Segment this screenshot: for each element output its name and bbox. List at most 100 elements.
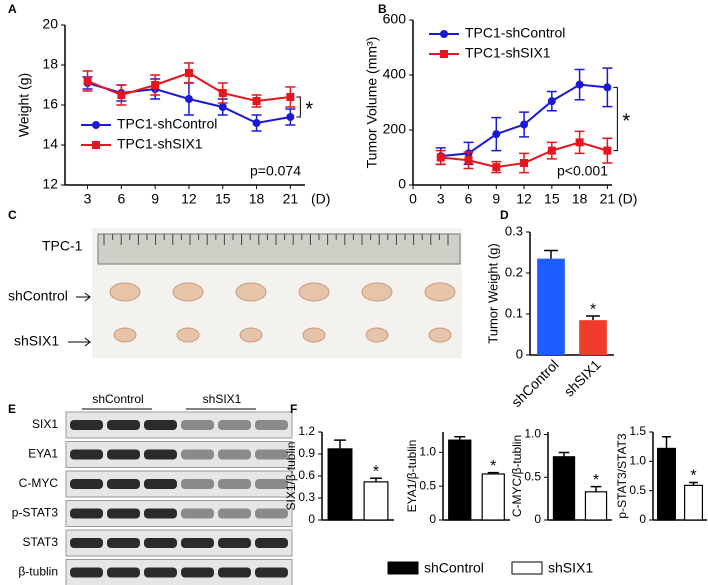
legend-marker xyxy=(92,121,100,129)
panel-label: D xyxy=(500,208,509,222)
error-bar xyxy=(662,435,671,449)
y-axis-title: EYA1/β-tublin xyxy=(405,440,419,513)
tumor xyxy=(298,282,330,302)
band xyxy=(70,449,103,460)
panel-label: A xyxy=(8,2,17,16)
y-tick-label: 0.3 xyxy=(505,223,523,238)
tumor xyxy=(302,327,326,343)
group-label: shSIX1 xyxy=(203,392,242,406)
significance: * xyxy=(590,301,596,318)
significance: * xyxy=(622,110,630,132)
band xyxy=(181,538,214,548)
ruler xyxy=(97,233,461,265)
band xyxy=(255,420,288,430)
band xyxy=(70,479,103,489)
band xyxy=(144,449,177,460)
y-tick-label: 1.0 xyxy=(419,444,436,458)
error-bar xyxy=(558,451,570,457)
band xyxy=(218,508,251,519)
y-tick-label: 0 xyxy=(639,512,646,526)
y-tick-label: 18 xyxy=(42,56,58,72)
row-label: shControl xyxy=(8,288,68,304)
photo: TPC-1 shControl shSIX1 C xyxy=(8,208,462,358)
data-point xyxy=(184,69,193,77)
tumor xyxy=(172,282,204,302)
tumor xyxy=(424,282,456,302)
y-tick-label: 20 xyxy=(42,16,58,32)
blot-strip xyxy=(65,559,293,585)
band xyxy=(107,538,140,548)
panel-label: C xyxy=(8,208,17,222)
tumor xyxy=(361,282,393,302)
data-point xyxy=(520,120,529,129)
data-point xyxy=(520,159,529,167)
error-bar xyxy=(590,485,602,492)
x-tick-label: 9 xyxy=(492,191,500,207)
data-point xyxy=(184,95,193,103)
legend-marker xyxy=(92,141,100,149)
x-tick-label: 12 xyxy=(181,191,197,207)
y-tick-label: 1.5 xyxy=(629,424,646,438)
band xyxy=(70,420,103,430)
bar xyxy=(481,473,505,521)
x-axis-title: (D) xyxy=(311,191,330,207)
band xyxy=(218,449,251,460)
bar xyxy=(579,320,607,355)
panel-label: E xyxy=(8,402,16,416)
data-point xyxy=(436,153,445,162)
x-tick-label: 15 xyxy=(215,191,231,207)
row-label: STAT3 xyxy=(22,535,58,549)
legend-label: TPC1-shSIX1 xyxy=(465,45,551,61)
data-point xyxy=(464,156,473,165)
x-tick-label: 6 xyxy=(117,191,125,207)
band xyxy=(107,420,140,430)
bar xyxy=(363,481,389,521)
x-axis-title: (D) xyxy=(618,191,637,207)
panel-label: F xyxy=(290,402,297,416)
blot-strip xyxy=(65,411,293,439)
error-bar xyxy=(370,477,382,482)
band xyxy=(107,567,140,578)
legend-label: TPC1-shSIX1 xyxy=(117,136,203,152)
y-tick-label: 0 xyxy=(308,512,315,526)
y-tick-label: 0 xyxy=(534,512,541,526)
bar xyxy=(552,456,576,521)
photo-title: TPC-1 xyxy=(42,238,83,254)
row-label: SIX1 xyxy=(32,417,58,431)
band xyxy=(181,449,214,460)
p-value: p<0.001 xyxy=(557,163,608,179)
y-axis-title: Tumor Weight (g) xyxy=(485,243,500,343)
data-point xyxy=(492,163,501,172)
y-tick-label: 1.2 xyxy=(298,424,315,438)
y-tick-label: 0 xyxy=(429,512,436,526)
y-tick-label: 600 xyxy=(383,11,407,27)
y-tick-label: 0 xyxy=(516,346,523,361)
band xyxy=(181,479,214,489)
bar xyxy=(584,491,608,521)
arrow xyxy=(68,292,91,347)
band xyxy=(255,449,288,460)
tumor xyxy=(428,327,452,343)
row-label: p-STAT3 xyxy=(12,506,59,520)
band xyxy=(70,538,103,548)
y-tick-label: 16 xyxy=(42,96,58,112)
y-tick-label: 0.1 xyxy=(505,305,523,320)
data-point xyxy=(575,80,584,89)
data-point xyxy=(83,77,92,85)
y-tick-label: 0.5 xyxy=(629,483,646,497)
row-label: EYA1 xyxy=(28,447,58,461)
x-tick-label: 6 xyxy=(465,191,473,207)
data-point xyxy=(286,93,295,101)
bracket xyxy=(296,96,301,118)
x-tick-label: shSIX1 xyxy=(561,356,604,399)
p-value: p=0.074 xyxy=(250,163,301,179)
significance: * xyxy=(593,472,599,489)
data-point xyxy=(218,89,227,97)
band xyxy=(144,479,177,489)
x-tick-label: shControl xyxy=(508,356,562,410)
y-tick-label: 0.5 xyxy=(524,469,541,483)
y-tick-label: 0.5 xyxy=(419,478,436,492)
x-tick-label: 21 xyxy=(600,191,616,207)
y-tick-label: 0.3 xyxy=(298,490,315,504)
data-point xyxy=(603,83,612,92)
